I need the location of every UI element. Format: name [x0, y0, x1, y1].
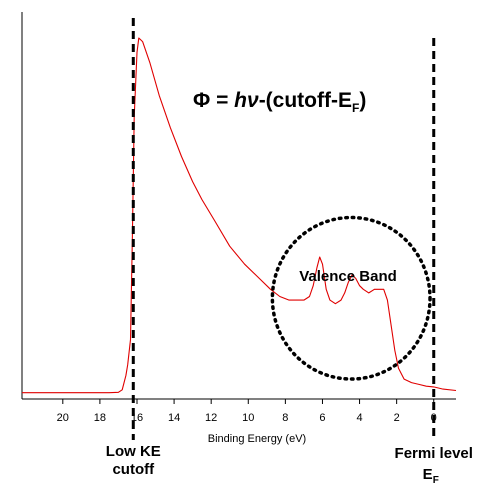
x-axis-ticks: 20181614121086420: [57, 399, 437, 424]
series-layer: [22, 37, 457, 394]
x-axis-title: Binding Energy (eV): [208, 433, 306, 445]
formula-mid: -(cutoff-E: [259, 89, 352, 112]
plot-frame: [21, 12, 456, 400]
marker-layer: [131, 18, 436, 440]
x-tick-label: 20: [57, 412, 69, 424]
x-tick-label: 12: [205, 412, 217, 424]
series-line: [22, 37, 457, 394]
valence-band-ellipse: [270, 215, 432, 381]
fermi-label-line1: Fermi level: [395, 445, 473, 462]
formula-suffix: ): [359, 89, 366, 112]
x-tick-label: 18: [94, 412, 106, 424]
fermi-e: E: [423, 466, 433, 483]
x-tick-label: 6: [319, 412, 325, 424]
formula-annotation: Φ = hν-(cutoff-EF): [193, 89, 366, 115]
x-tick-label: 2: [394, 412, 400, 424]
x-tick-label: 8: [282, 412, 288, 424]
cutoff-label-line2: cutoff: [112, 461, 155, 478]
fermi-label-line2: EF: [423, 466, 439, 486]
formula-hv: hν: [234, 89, 259, 112]
x-tick-label: 10: [242, 412, 254, 424]
x-tick-label: 14: [168, 412, 180, 424]
formula-subscript: F: [352, 101, 359, 115]
valence-band-label: Valence Band: [299, 268, 397, 285]
fermi-subscript: F: [433, 475, 439, 486]
formula-prefix: Φ =: [193, 89, 234, 112]
cutoff-label-line1: Low KE: [106, 443, 161, 460]
x-tick-label: 4: [356, 412, 362, 424]
